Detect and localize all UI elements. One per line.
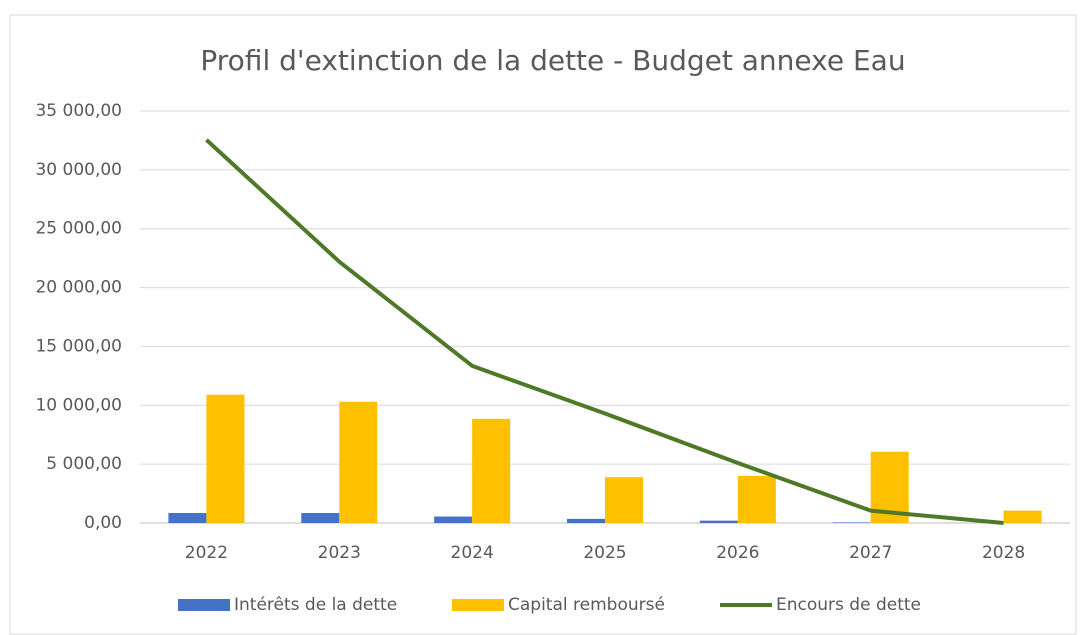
- bar: [737, 475, 776, 523]
- y-tick-label: 30 000,00: [35, 160, 122, 180]
- bar: [472, 418, 511, 523]
- y-tick-label: 20 000,00: [35, 278, 122, 298]
- bar: [1003, 510, 1042, 523]
- legend-label: Capital remboursé: [508, 595, 665, 615]
- bar: [301, 512, 340, 523]
- bar: [206, 394, 245, 523]
- bar: [434, 516, 473, 523]
- y-tick-label: 15 000,00: [35, 336, 122, 356]
- y-tick-label: 0,00: [84, 513, 122, 533]
- bar: [339, 401, 378, 523]
- legend-swatch: [178, 599, 230, 611]
- x-tick-label: 2022: [185, 543, 228, 563]
- bar: [168, 512, 207, 523]
- legend-label: Intérêts de la dette: [234, 595, 397, 615]
- bar: [605, 477, 643, 523]
- y-tick-label: 5 000,00: [46, 454, 122, 474]
- x-tick-label: 2025: [583, 543, 626, 563]
- line: [205, 138, 1004, 525]
- bar: [832, 522, 871, 523]
- x-tick-label: 2027: [849, 543, 892, 563]
- legend-swatch: [452, 599, 504, 611]
- x-tick-label: 2028: [982, 543, 1025, 563]
- y-tick-label: 10 000,00: [35, 395, 122, 415]
- y-tick-label: 25 000,00: [35, 219, 122, 239]
- bar: [699, 520, 738, 523]
- bar: [567, 518, 605, 523]
- y-tick-label: 35 000,00: [35, 101, 122, 121]
- chart-title: Profil d'extinction de la dette - Budget…: [200, 44, 905, 77]
- x-tick-label: 2026: [716, 543, 759, 563]
- legend-label: Encours de dette: [776, 595, 921, 615]
- x-tick-label: 2023: [318, 543, 361, 563]
- x-tick-label: 2024: [451, 543, 494, 563]
- chart-frame: [9, 14, 1077, 635]
